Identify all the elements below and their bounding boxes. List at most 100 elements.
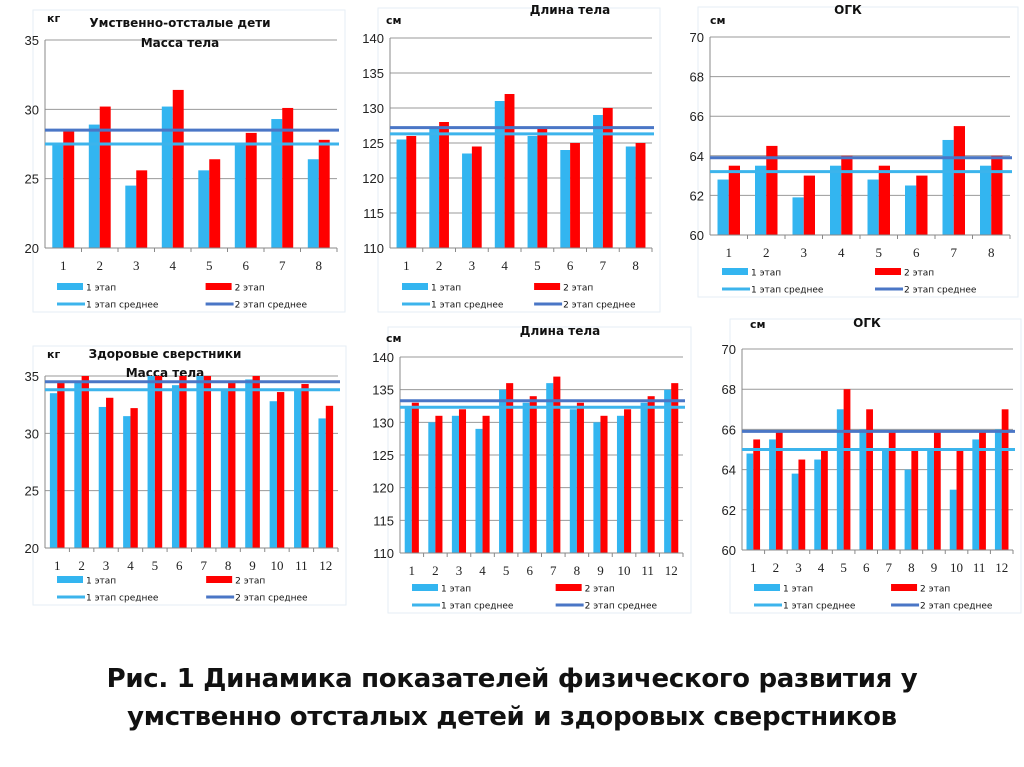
bar-stage-2	[458, 409, 467, 553]
bar-stage-1	[640, 402, 648, 553]
legend-label: 1 этап среднее	[431, 301, 504, 311]
y-axis-unit: см	[386, 14, 402, 27]
bar-stage-2	[602, 108, 613, 248]
x-tick-label: 8	[988, 245, 995, 260]
bar-stage-2	[529, 396, 537, 553]
bar-stage-2	[803, 175, 815, 235]
y-axis-unit: кг	[47, 12, 60, 25]
bar-stage-1	[220, 390, 229, 548]
bar-stage-1	[74, 381, 82, 548]
bar-stage-1	[927, 449, 934, 550]
y-tick-label: 115	[373, 513, 394, 528]
chart-subtitle: Масса тела	[126, 366, 205, 380]
y-tick-label: 120	[372, 481, 394, 496]
x-tick-label: 7	[600, 258, 607, 273]
legend-label: 2 этап среднее	[904, 286, 977, 296]
bar-stage-2	[843, 389, 851, 550]
chart-title: ОГК	[853, 316, 881, 330]
legend-swatch	[875, 268, 901, 275]
bar-stage-2	[318, 139, 330, 248]
y-tick-label: 70	[690, 30, 704, 45]
bar-stage-2	[1001, 409, 1009, 550]
bar-stage-2	[878, 165, 890, 235]
x-tick-label: 1	[54, 558, 61, 573]
x-tick-label: 10	[618, 563, 631, 578]
bar-stage-2	[504, 94, 515, 248]
x-tick-label: 12	[665, 563, 678, 578]
x-tick-label: 6	[526, 563, 533, 578]
bar-stage-1	[171, 385, 180, 548]
x-tick-label: 3	[103, 558, 110, 573]
bar-stage-2	[991, 155, 1003, 235]
x-tick-label: 1	[750, 560, 757, 575]
bar-stage-1	[475, 428, 483, 553]
x-tick-label: 10	[270, 558, 283, 573]
bar-stage-2	[130, 408, 138, 548]
bar-stage-2	[647, 396, 655, 553]
y-tick-label: 66	[722, 422, 736, 437]
chart-frame	[32, 9, 346, 313]
legend-label: 1 этап	[783, 585, 813, 595]
bar-stage-2	[179, 376, 187, 548]
legend-label: 2 этап среднее	[235, 301, 308, 311]
bar-stage-2	[866, 409, 873, 550]
bar-stage-1	[882, 449, 889, 550]
x-tick-label: 10	[950, 560, 963, 575]
bar-stage-2	[81, 376, 89, 548]
x-tick-label: 11	[973, 560, 986, 575]
y-tick-label: 130	[372, 415, 394, 430]
bar-stage-1	[429, 129, 440, 248]
bar-stage-2	[203, 376, 212, 548]
x-tick-label: 7	[279, 258, 286, 273]
bar-stage-1	[245, 379, 253, 548]
bar-stage-1	[161, 106, 173, 248]
legend-label: 1 этап	[86, 284, 116, 294]
y-tick-label: 62	[690, 188, 704, 203]
y-tick-label: 62	[722, 503, 736, 518]
bar-stage-2	[276, 392, 285, 548]
bar-stage-2	[209, 159, 221, 248]
bar-stage-2	[482, 415, 490, 553]
bar-stage-1	[307, 159, 319, 248]
bar-stage-1	[905, 185, 917, 235]
bar-stage-1	[593, 422, 601, 553]
bar-stage-2	[406, 136, 417, 248]
y-axis-unit: кг	[47, 348, 60, 361]
x-tick-label: 8	[632, 258, 639, 273]
x-tick-label: 11	[641, 563, 654, 578]
x-tick-label: 12	[319, 558, 332, 573]
bar-stage-1	[746, 453, 754, 550]
legend-swatch	[891, 584, 918, 591]
legend-label: 1 этап среднее	[86, 594, 159, 604]
bar-stage-2	[841, 155, 853, 235]
bar-stage-1	[294, 389, 302, 548]
x-tick-label: 8	[574, 563, 581, 578]
y-tick-label: 25	[25, 484, 39, 499]
bar-stage-1	[52, 144, 64, 248]
bar-stage-2	[471, 146, 482, 248]
x-tick-label: 5	[503, 563, 510, 578]
x-tick-label: 1	[403, 258, 410, 273]
y-tick-label: 35	[25, 369, 39, 384]
bar-stage-2	[57, 381, 65, 548]
legend-label: 2 этап среднее	[563, 301, 636, 311]
bar-stage-2	[775, 431, 783, 550]
bar-stage-1	[88, 124, 100, 248]
y-tick-label: 130	[362, 101, 384, 116]
x-tick-label: 5	[206, 258, 213, 273]
x-tick-label: 1	[409, 563, 416, 578]
y-tick-label: 20	[25, 241, 39, 256]
x-tick-label: 4	[127, 558, 134, 573]
x-tick-label: 7	[886, 560, 893, 575]
legend-label: 2 этап	[563, 284, 593, 294]
chart-frame	[387, 326, 692, 614]
chart-title: Здоровые сверстники	[89, 347, 242, 361]
bar-stage-1	[318, 418, 326, 548]
figure-caption-line-2: умственно отсталых детей и здоровых свер…	[127, 702, 897, 732]
bar-stage-2	[537, 129, 548, 248]
bar-stage-1	[451, 415, 459, 553]
bar-stage-1	[271, 119, 283, 248]
x-tick-label: 8	[225, 558, 232, 573]
bar-stage-1	[942, 139, 954, 235]
bar-stage-1	[546, 383, 554, 553]
